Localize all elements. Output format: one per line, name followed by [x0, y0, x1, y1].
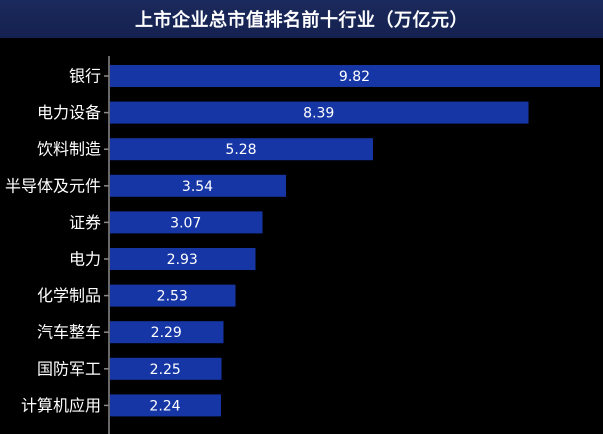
- bar-value-label: 2.29: [151, 325, 182, 341]
- bar: [110, 138, 373, 161]
- bar-value-label: 9.82: [339, 69, 370, 85]
- bar: [110, 65, 600, 87]
- bar: [110, 248, 256, 270]
- bar-value-label: 2.25: [150, 362, 181, 378]
- bar: [110, 211, 263, 234]
- bar: [110, 357, 222, 380]
- category-label: 国防军工: [37, 359, 101, 378]
- bar-value-label: 3.54: [182, 179, 213, 195]
- bar: [110, 321, 224, 344]
- bar-value-label: 5.28: [225, 142, 256, 158]
- bar-value-label: 2.93: [167, 252, 198, 268]
- bar: [110, 101, 529, 124]
- category-label: 电力: [69, 250, 101, 269]
- bar-value-label: 8.39: [303, 106, 334, 122]
- category-label: 证券: [69, 213, 101, 232]
- chart-title-bar: 上市企业总市值排名前十行业（万亿元）: [0, 0, 603, 38]
- bar-value-label: 2.24: [149, 398, 180, 414]
- bar: [110, 174, 286, 197]
- category-label: 电力设备: [37, 103, 101, 122]
- bar: [110, 284, 236, 307]
- category-label: 化学制品: [37, 286, 101, 305]
- bar-value-label: 3.07: [170, 215, 201, 231]
- category-label: 半导体及元件: [5, 176, 101, 195]
- category-label: 汽车整车: [37, 323, 101, 342]
- chart-title: 上市企业总市值排名前十行业（万亿元）: [135, 10, 468, 31]
- category-label: 计算机应用: [21, 396, 101, 415]
- category-label: 银行: [69, 67, 101, 86]
- category-label: 饮料制造: [37, 140, 101, 159]
- bar: [110, 394, 221, 417]
- bar-value-label: 2.53: [157, 289, 188, 305]
